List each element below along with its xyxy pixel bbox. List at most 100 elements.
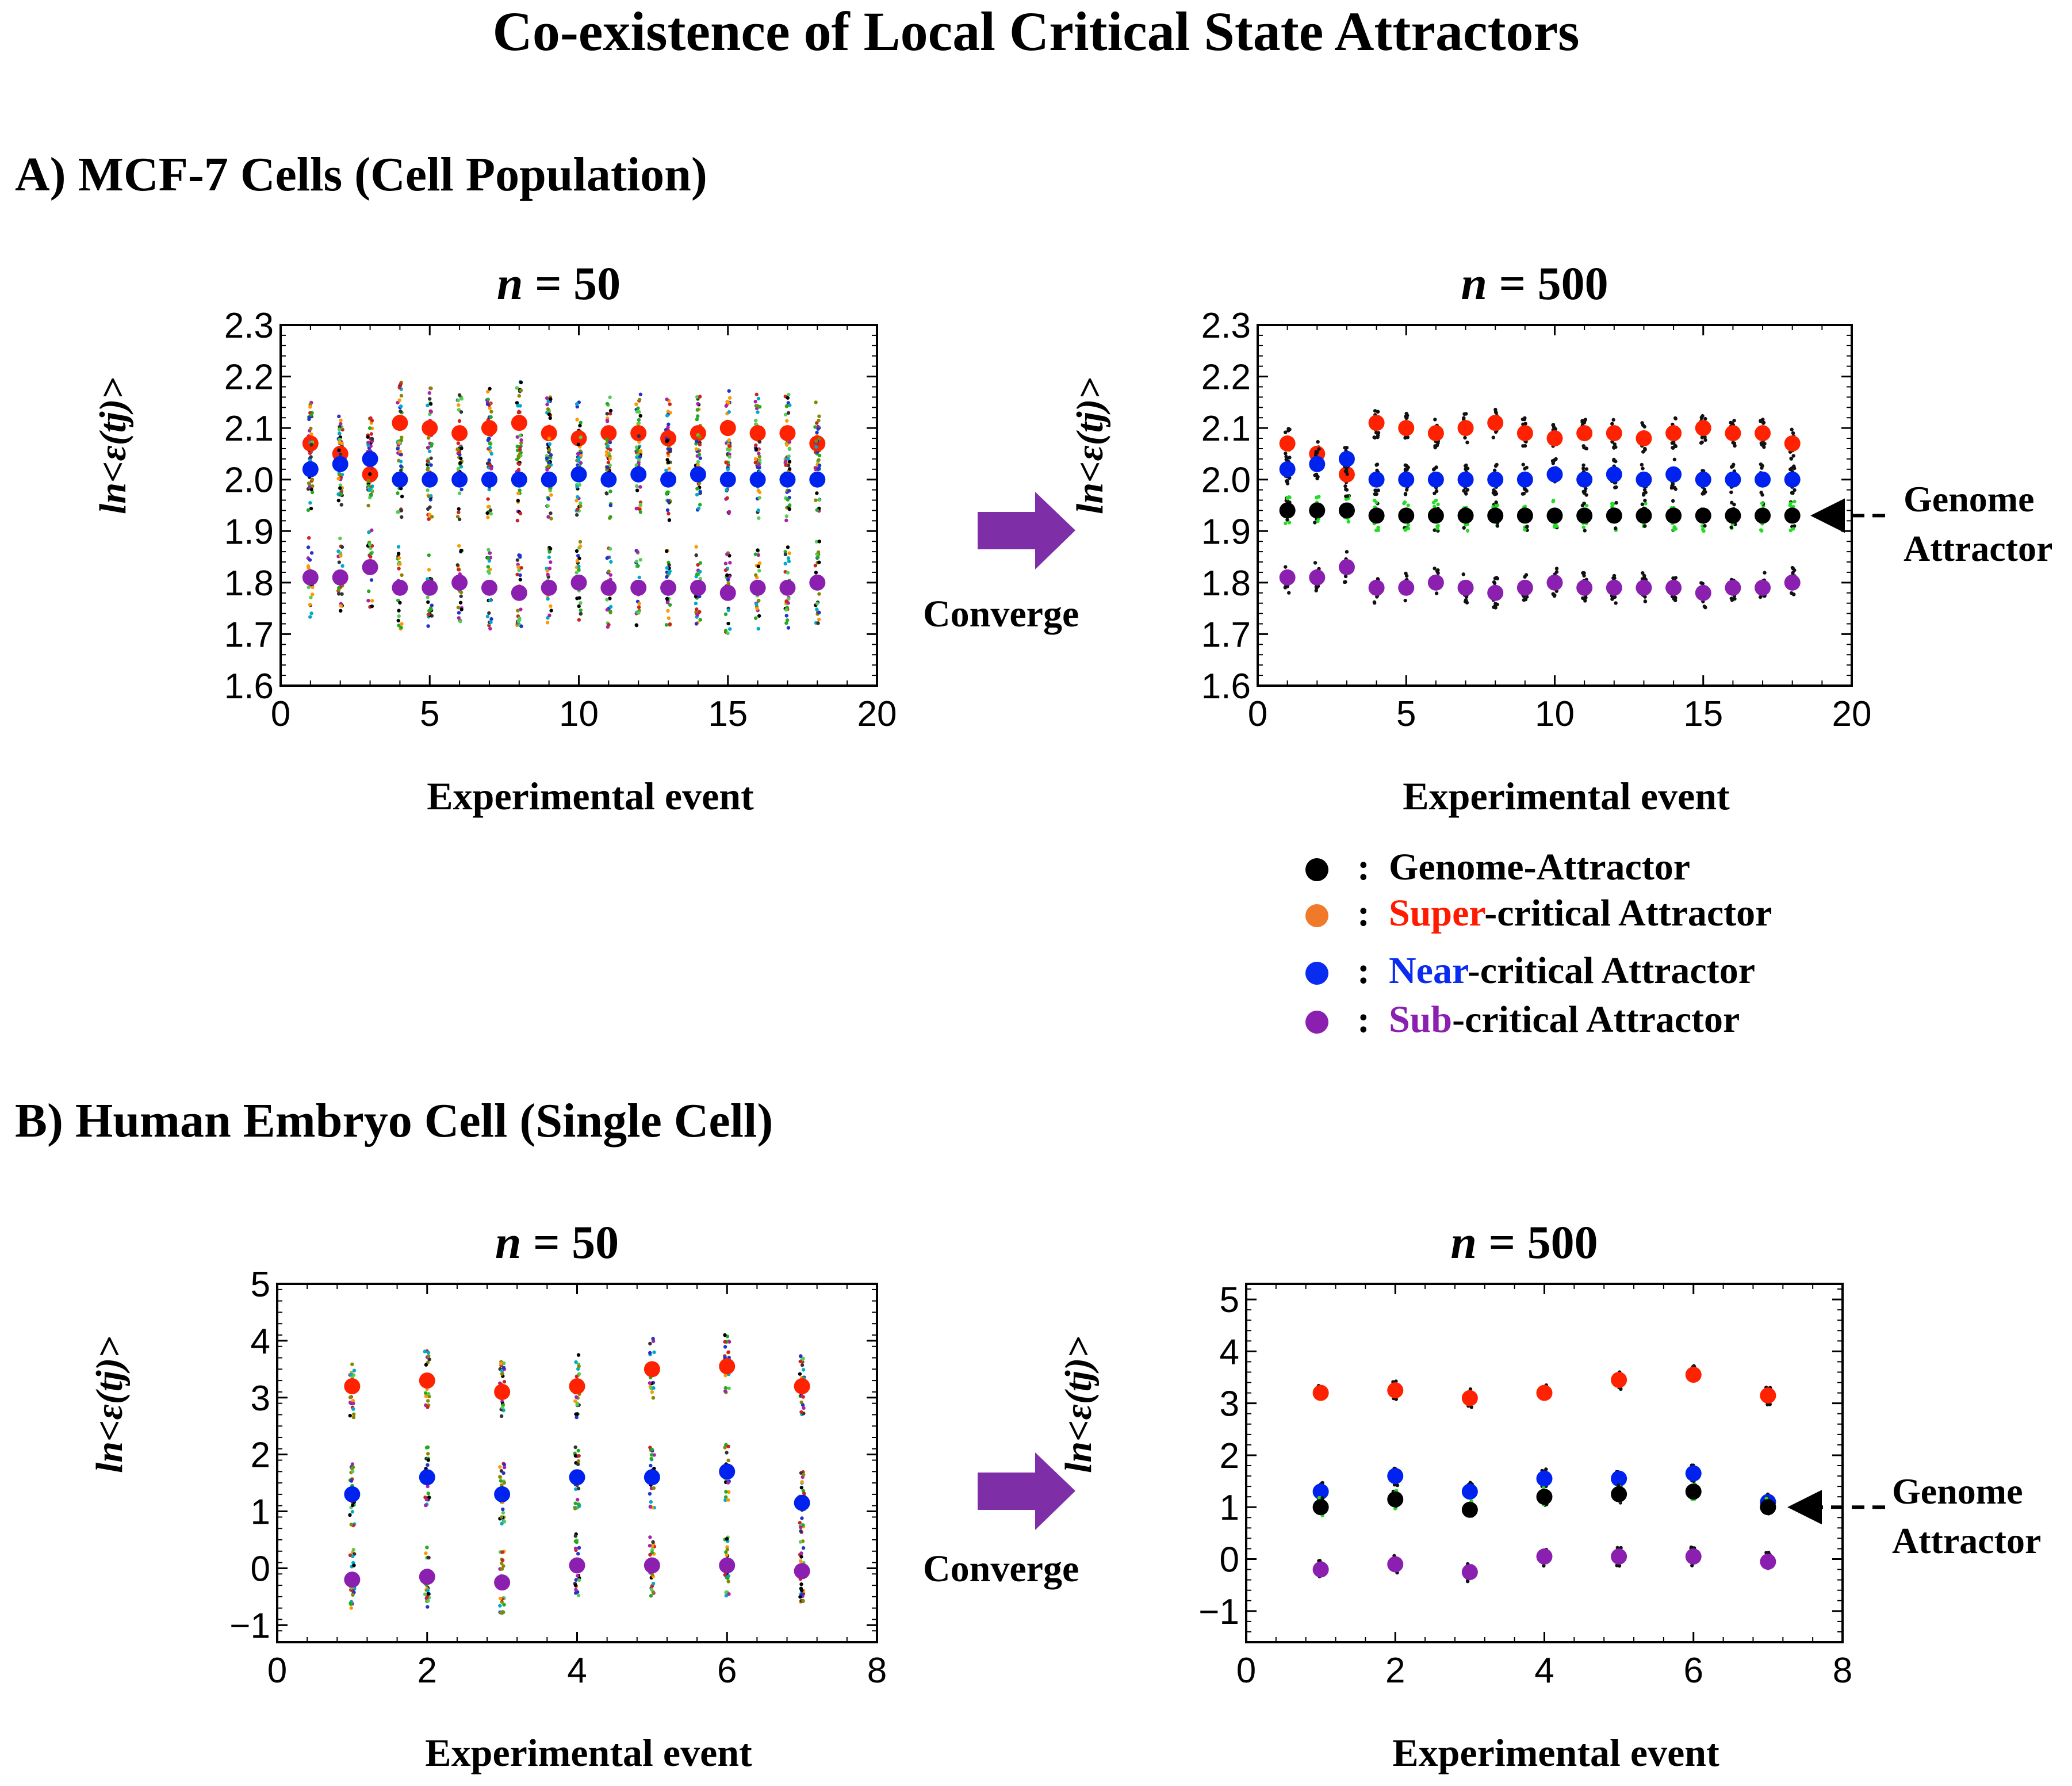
sample-dot [608, 503, 613, 507]
sample-dot [652, 1453, 656, 1457]
sample-dot [348, 1395, 353, 1399]
attractor-point [422, 420, 438, 437]
legend-sep: : [1357, 950, 1389, 992]
attractor-point [1487, 584, 1504, 601]
sample-dot [1469, 1405, 1474, 1409]
sample-dot [667, 616, 671, 620]
section-a-heading: A) MCF-7 Cells (Cell Population) [15, 148, 707, 201]
sample-dot [817, 610, 821, 615]
sample-dot [426, 1598, 430, 1603]
attractor-point [1461, 1483, 1478, 1500]
sample-dot [489, 410, 493, 414]
sample-dot [577, 1578, 581, 1582]
sample-dot [726, 401, 730, 405]
sample-dot [801, 1598, 805, 1603]
sample-dot [1346, 519, 1351, 524]
sample-dot [695, 572, 699, 576]
sample-dot [579, 435, 583, 439]
sample-dot [351, 1398, 355, 1403]
x-tick-label: 20 [1832, 694, 1872, 734]
sample-dot [725, 573, 729, 578]
sample-dot [369, 578, 374, 582]
sample-dot [1433, 567, 1437, 571]
series-sub-critical-attractor [302, 528, 826, 636]
sample-dot [1373, 409, 1377, 413]
sample-dot [336, 476, 340, 481]
sample-dot [399, 460, 403, 464]
sample-dot [1345, 494, 1350, 498]
sample-dot [311, 592, 315, 596]
sample-dot [637, 575, 641, 580]
sample-dot [1581, 463, 1585, 467]
sample-dot [519, 380, 523, 385]
series-sub-critical-attractor [344, 1532, 810, 1615]
sample-dot [1464, 491, 1468, 495]
attractor-point [1279, 461, 1296, 477]
sample-dot [546, 407, 550, 411]
sample-dot [546, 464, 551, 468]
sample-dot [573, 1445, 577, 1450]
sample-dot [486, 397, 490, 401]
sample-dot [518, 578, 523, 582]
sample-dot [370, 528, 374, 533]
sample-dot [338, 431, 342, 435]
sample-dot [515, 401, 519, 405]
sample-dot [1461, 572, 1465, 576]
sample-dot [1614, 526, 1618, 530]
sample-dot [726, 1481, 730, 1485]
attractor-point [362, 559, 378, 575]
sample-dot [366, 503, 370, 508]
attractor-point [690, 425, 706, 442]
sample-dot [727, 1340, 731, 1344]
sample-dot [399, 625, 403, 630]
sample-dot [634, 506, 638, 511]
sample-dot [1672, 457, 1677, 462]
sample-dot [352, 1368, 357, 1372]
sample-dot [575, 418, 579, 422]
attractor-point [749, 579, 766, 596]
sample-dot [648, 1351, 652, 1355]
sample-dot [309, 443, 313, 447]
sample-dot [308, 615, 312, 619]
sample-dot [1434, 591, 1439, 595]
sample-dot [1463, 435, 1467, 440]
sample-dot [459, 487, 464, 492]
attractor-point [1784, 471, 1801, 488]
sample-dot [457, 510, 461, 514]
sample-dot [577, 556, 581, 560]
sample-dot [1435, 569, 1439, 573]
sample-dot [518, 404, 522, 408]
sample-dot [369, 432, 374, 436]
sample-dot [652, 1386, 656, 1390]
sample-dot [489, 415, 493, 419]
sample-dot [367, 589, 371, 594]
attractor-point [451, 425, 468, 442]
sample-dot [726, 631, 730, 636]
sample-dot [573, 1591, 578, 1595]
attractor-point [1636, 471, 1652, 488]
sample-dot [307, 536, 311, 540]
sample-dot [757, 598, 761, 603]
sample-dot [577, 456, 581, 460]
sample-dot [519, 624, 523, 629]
sample-dot [427, 613, 431, 617]
sample-dot [573, 1506, 577, 1510]
sample-dot [499, 1479, 503, 1483]
sample-dot [753, 422, 758, 426]
y-tick-label: 1 [251, 1493, 270, 1532]
sample-dot [549, 456, 553, 460]
sample-dot [649, 1587, 654, 1592]
sample-dot [608, 605, 613, 609]
sample-dot [817, 418, 821, 423]
attractor-point [1516, 471, 1533, 488]
sample-dot [515, 558, 520, 562]
sample-dot [456, 605, 461, 610]
y-tick-label: 2.0 [224, 461, 274, 500]
sample-dot [1316, 519, 1320, 523]
sample-dot [573, 1584, 578, 1588]
sample-dot [308, 451, 312, 456]
sample-dot [1465, 601, 1469, 605]
sample-dot [1285, 518, 1289, 522]
sample-dot [605, 556, 609, 560]
